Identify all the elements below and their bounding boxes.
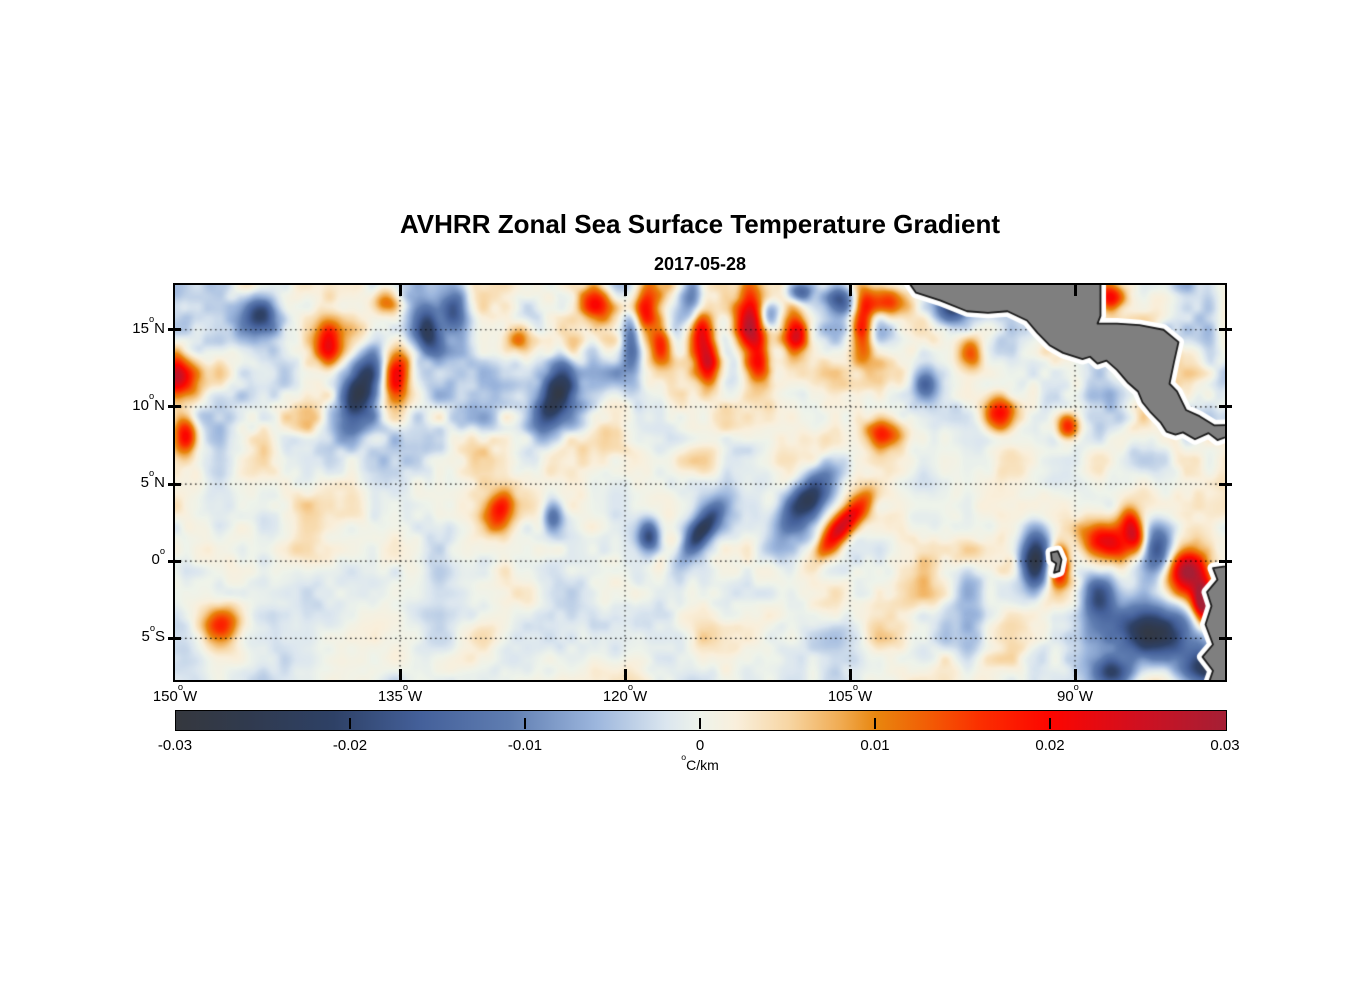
x-axis-tick bbox=[848, 669, 852, 682]
x-axis-tick-top bbox=[398, 283, 402, 296]
x-axis-tick-top bbox=[1073, 283, 1077, 296]
y-axis-tick-label: 15oN bbox=[132, 314, 165, 337]
sst-gradient-heatmap bbox=[175, 285, 1225, 680]
y-axis-tick-right bbox=[1219, 482, 1232, 486]
colorbar-tick-label: -0.01 bbox=[507, 737, 543, 754]
y-axis-tick bbox=[168, 559, 181, 563]
y-axis-tick bbox=[168, 405, 181, 409]
y-axis-tick-right bbox=[1219, 328, 1232, 332]
colorbar-unit-label: oC/km bbox=[175, 753, 1225, 773]
y-axis-tick bbox=[168, 328, 181, 332]
y-axis-tick-label: 5oS bbox=[141, 622, 165, 646]
colorbar-tick-label: 0.03 bbox=[1210, 737, 1240, 754]
colorbar-tick-label: -0.03 bbox=[157, 737, 193, 754]
y-axis-tick-label: 10oN bbox=[132, 391, 165, 414]
colorbar-tick bbox=[699, 718, 701, 729]
y-axis-tick-right bbox=[1219, 559, 1232, 563]
chart-title: AVHRR Zonal Sea Surface Temperature Grad… bbox=[399, 209, 1001, 239]
degree-symbol: o bbox=[1073, 682, 1079, 693]
colorbar-tick-label: 0 bbox=[695, 737, 705, 754]
colorbar-tick bbox=[524, 718, 526, 729]
colorbar bbox=[175, 710, 1227, 731]
degree-symbol: o bbox=[852, 682, 859, 693]
degree-symbol: o bbox=[627, 682, 634, 693]
degree-symbol: o bbox=[149, 622, 155, 633]
degree-symbol: o bbox=[148, 314, 155, 325]
x-axis-tick-label: 120oW bbox=[602, 682, 648, 705]
degree-symbol: o bbox=[159, 545, 165, 556]
colorbar-tick bbox=[349, 718, 351, 729]
x-axis-tick-top bbox=[623, 283, 627, 296]
y-axis-tick-right bbox=[1219, 636, 1232, 640]
x-axis-tick-top bbox=[848, 283, 852, 296]
unit-text: C/km bbox=[686, 757, 719, 773]
x-axis-tick bbox=[398, 669, 402, 682]
degree-symbol: o bbox=[148, 391, 155, 402]
y-axis-tick-label: 0o bbox=[151, 545, 165, 569]
chart-date-subtitle: 2017-05-28 bbox=[653, 254, 747, 274]
x-axis-tick-label: 150oW bbox=[152, 682, 198, 705]
degree-symbol: o bbox=[681, 752, 687, 763]
x-axis-tick bbox=[1073, 669, 1077, 682]
colorbar-tick-label: -0.02 bbox=[332, 737, 368, 754]
colorbar-tick bbox=[1049, 718, 1051, 729]
y-axis-tick bbox=[168, 482, 181, 486]
degree-symbol: o bbox=[402, 682, 409, 693]
degree-symbol: o bbox=[177, 682, 184, 693]
degree-symbol: o bbox=[148, 468, 155, 479]
x-axis-tick-label: 135oW bbox=[377, 682, 423, 705]
y-axis-tick-label: 5oN bbox=[140, 468, 165, 492]
colorbar-tick-label: 0.02 bbox=[1035, 737, 1065, 754]
colorbar-tick-label: 0.01 bbox=[860, 737, 890, 754]
y-axis-tick bbox=[168, 636, 181, 640]
x-axis-tick-label: 90oW bbox=[1056, 682, 1094, 705]
colorbar-tick bbox=[874, 718, 876, 729]
x-axis-tick bbox=[623, 669, 627, 682]
y-axis-tick-right bbox=[1219, 405, 1232, 409]
x-axis-tick-label: 105oW bbox=[827, 682, 873, 705]
